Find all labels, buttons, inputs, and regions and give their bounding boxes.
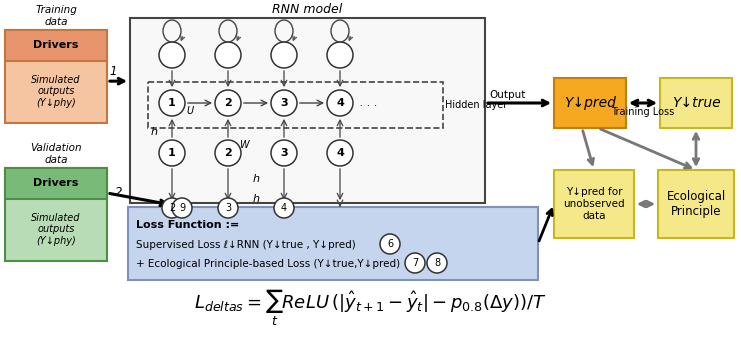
Text: Validation
data: Validation data bbox=[30, 143, 82, 165]
Circle shape bbox=[172, 198, 192, 218]
Circle shape bbox=[271, 42, 297, 68]
Text: 3: 3 bbox=[280, 148, 288, 158]
Text: . . .: . . . bbox=[356, 98, 377, 108]
Circle shape bbox=[274, 198, 294, 218]
Text: Y↓pred: Y↓pred bbox=[564, 96, 616, 110]
Text: 3: 3 bbox=[280, 98, 288, 108]
Text: $L_{deltas} = \sum_{t} ReLU\,(|\hat{y}_{t+1} - \hat{y}_t| - p_{0.8}(\Delta y))/T: $L_{deltas} = \sum_{t} ReLU\,(|\hat{y}_{… bbox=[194, 288, 547, 328]
Text: Loss Function :=: Loss Function := bbox=[136, 220, 239, 230]
Circle shape bbox=[159, 42, 185, 68]
Circle shape bbox=[327, 42, 353, 68]
Circle shape bbox=[405, 253, 425, 273]
Circle shape bbox=[380, 234, 400, 254]
Text: 1: 1 bbox=[110, 65, 117, 78]
Text: Y↓pred for
unobserved
data: Y↓pred for unobserved data bbox=[563, 187, 625, 221]
Bar bbox=[148, 82, 443, 128]
Bar bbox=[5, 168, 107, 261]
Circle shape bbox=[427, 253, 447, 273]
Circle shape bbox=[162, 198, 182, 218]
Text: 7: 7 bbox=[412, 258, 418, 268]
Bar bbox=[5, 30, 107, 61]
Text: Drivers: Drivers bbox=[33, 40, 79, 50]
Text: 9: 9 bbox=[179, 203, 185, 213]
Bar bbox=[130, 18, 485, 203]
Text: h: h bbox=[253, 194, 259, 204]
Circle shape bbox=[215, 90, 241, 116]
Text: U: U bbox=[186, 106, 193, 116]
Text: W: W bbox=[239, 140, 249, 150]
Circle shape bbox=[271, 140, 297, 166]
Text: Simulated
outputs
(Y↓phy): Simulated outputs (Y↓phy) bbox=[31, 75, 81, 108]
Text: + Ecological Principle-based Loss (Y↓true,Y↓pred): + Ecological Principle-based Loss (Y↓tru… bbox=[136, 259, 400, 269]
Text: 4: 4 bbox=[336, 148, 344, 158]
Text: Training
data: Training data bbox=[35, 5, 77, 27]
Bar bbox=[554, 78, 626, 128]
Text: 8: 8 bbox=[434, 258, 440, 268]
Text: Simulated
outputs
(Y↓phy): Simulated outputs (Y↓phy) bbox=[31, 213, 81, 246]
Circle shape bbox=[215, 42, 241, 68]
Circle shape bbox=[215, 140, 241, 166]
Circle shape bbox=[159, 90, 185, 116]
Circle shape bbox=[327, 90, 353, 116]
Circle shape bbox=[327, 140, 353, 166]
Text: Training Loss: Training Loss bbox=[611, 107, 674, 117]
Bar bbox=[658, 170, 734, 238]
Text: Output: Output bbox=[489, 90, 525, 100]
Text: 2: 2 bbox=[224, 148, 232, 158]
Bar bbox=[660, 78, 732, 128]
Bar bbox=[128, 207, 538, 280]
Text: 2: 2 bbox=[169, 203, 175, 213]
Bar bbox=[554, 170, 634, 238]
Text: 1: 1 bbox=[168, 148, 176, 158]
Text: 3: 3 bbox=[225, 203, 231, 213]
Bar bbox=[5, 168, 107, 199]
Circle shape bbox=[271, 90, 297, 116]
Text: RNN model: RNN model bbox=[273, 3, 342, 16]
Text: h: h bbox=[151, 127, 158, 137]
Text: 2: 2 bbox=[115, 187, 122, 200]
Text: Supervised Loss ℓ↓RNN (Y↓true , Y↓pred): Supervised Loss ℓ↓RNN (Y↓true , Y↓pred) bbox=[136, 240, 356, 250]
Text: Drivers: Drivers bbox=[33, 178, 79, 188]
Text: 4: 4 bbox=[336, 98, 344, 108]
Text: Y↓true: Y↓true bbox=[671, 96, 720, 110]
Text: 4: 4 bbox=[281, 203, 287, 213]
Bar bbox=[5, 30, 107, 123]
Circle shape bbox=[218, 198, 238, 218]
Circle shape bbox=[159, 140, 185, 166]
Text: 6: 6 bbox=[387, 239, 393, 249]
Text: 2: 2 bbox=[224, 98, 232, 108]
Text: h: h bbox=[253, 174, 259, 184]
Text: Ecological
Principle: Ecological Principle bbox=[666, 190, 725, 218]
Text: 1: 1 bbox=[168, 98, 176, 108]
Text: Hidden layer: Hidden layer bbox=[445, 100, 508, 110]
